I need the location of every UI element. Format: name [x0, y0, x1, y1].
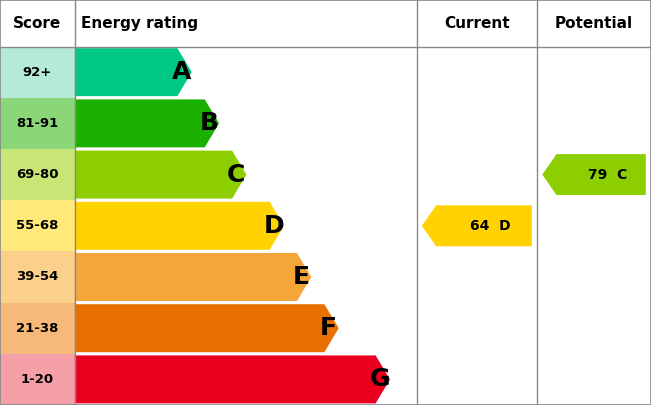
Bar: [537, 149, 651, 200]
Bar: [0, 354, 75, 405]
Text: B: B: [200, 111, 219, 135]
Bar: [537, 354, 651, 405]
Text: 92+: 92+: [23, 66, 52, 79]
Polygon shape: [422, 205, 532, 246]
Text: 55-68: 55-68: [16, 219, 59, 232]
Bar: [417, 149, 537, 200]
Polygon shape: [75, 304, 339, 352]
Text: 39-54: 39-54: [16, 271, 59, 284]
Text: Potential: Potential: [555, 16, 633, 31]
Bar: [417, 252, 537, 303]
Bar: [0, 303, 75, 354]
Polygon shape: [75, 202, 284, 250]
Bar: [417, 200, 537, 252]
Text: D: D: [264, 214, 284, 238]
Bar: [0, 98, 75, 149]
Bar: [537, 47, 651, 98]
Bar: [417, 47, 537, 98]
Text: Current: Current: [444, 16, 510, 31]
Bar: [537, 303, 651, 354]
Text: G: G: [370, 367, 390, 391]
Bar: [0, 0, 651, 47]
Text: 64  D: 64 D: [470, 219, 511, 233]
Bar: [417, 98, 537, 149]
Polygon shape: [542, 154, 646, 195]
Bar: [0, 47, 75, 98]
Text: 1-20: 1-20: [21, 373, 54, 386]
Text: Score: Score: [13, 16, 62, 31]
Polygon shape: [75, 99, 219, 147]
Bar: [0, 252, 75, 303]
Text: 69-80: 69-80: [16, 168, 59, 181]
Polygon shape: [75, 48, 192, 96]
Polygon shape: [75, 253, 311, 301]
Bar: [537, 200, 651, 252]
Polygon shape: [75, 356, 390, 403]
Text: 21-38: 21-38: [16, 322, 59, 335]
Text: F: F: [320, 316, 337, 340]
Text: Energy rating: Energy rating: [81, 16, 199, 31]
Bar: [537, 252, 651, 303]
Bar: [417, 354, 537, 405]
Bar: [417, 303, 537, 354]
Text: 79  C: 79 C: [588, 168, 628, 181]
Bar: [537, 98, 651, 149]
Bar: [0, 200, 75, 252]
Text: C: C: [227, 162, 245, 187]
Bar: [0, 149, 75, 200]
Text: A: A: [172, 60, 191, 84]
Polygon shape: [75, 151, 247, 198]
Text: E: E: [293, 265, 310, 289]
Text: 81-91: 81-91: [16, 117, 59, 130]
